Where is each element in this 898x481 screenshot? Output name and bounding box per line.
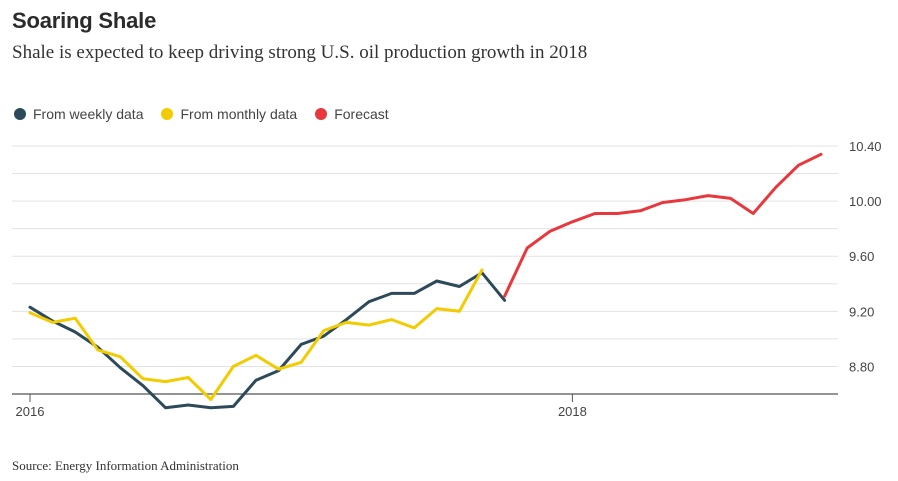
series-line-monthly	[28, 268, 484, 401]
legend-swatch-monthly	[161, 108, 174, 120]
legend-item-forecast: Forecast	[315, 106, 389, 122]
y-tick-label: 10.40	[849, 139, 882, 154]
series-line-weekly	[28, 271, 507, 410]
legend-swatch-forecast	[315, 108, 328, 120]
legend-label-weekly: From weekly data	[33, 106, 144, 122]
chart-title: Soaring Shale	[12, 8, 157, 33]
legend-swatch-weekly	[14, 108, 26, 120]
source-note: Source: Energy Information Administratio…	[12, 458, 239, 473]
y-tick-label: 10.00	[849, 194, 882, 209]
chart-legend: From weekly data From monthly data Forec…	[14, 106, 407, 122]
x-tick-label: 2018	[558, 404, 587, 419]
legend-item-monthly: From monthly data	[161, 106, 297, 122]
series-line-forecast	[503, 152, 823, 298]
legend-item-weekly: From weekly data	[14, 106, 143, 122]
chart-subtitle: Shale is expected to keep driving strong…	[12, 42, 588, 63]
legend-label-forecast: Forecast	[334, 106, 389, 122]
y-tick-label: 9.20	[849, 304, 874, 319]
x-tick-label: 2016	[16, 404, 45, 419]
y-tick-label: 9.60	[849, 249, 874, 264]
y-tick-label: 8.80	[849, 359, 874, 374]
legend-label-monthly: From monthly data	[180, 106, 298, 122]
